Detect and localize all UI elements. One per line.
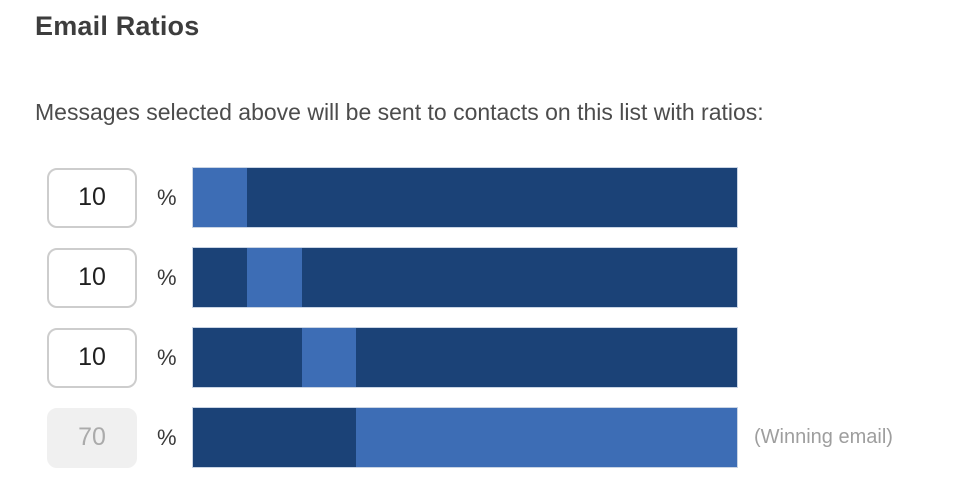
ratio-bar-segment-2 (247, 248, 302, 307)
percent-label-1: % (157, 184, 177, 210)
ratio-input-2[interactable] (47, 247, 137, 308)
ratio-bar-segment-1 (193, 168, 248, 227)
ratio-bar-segment-4 (356, 408, 737, 467)
ratio-bar-1 (192, 167, 738, 228)
ratio-row-1: % (47, 167, 975, 228)
ratio-bar-3 (192, 327, 738, 388)
percent-label-2: % (157, 264, 177, 290)
winning-ratio-input (47, 407, 137, 468)
ratio-bar-2 (192, 247, 738, 308)
winning-email-note: (Winning email) (754, 426, 893, 448)
ratio-row-2: % (47, 247, 975, 308)
ratio-rows: % % % % (Winning email) (47, 167, 975, 487)
section-description: Messages selected above will be sent to … (35, 99, 764, 125)
ratio-row-4: % (Winning email) (47, 407, 975, 468)
ratio-bar-4 (192, 407, 738, 468)
ratio-input-3[interactable] (47, 327, 137, 388)
percent-label-3: % (157, 344, 177, 370)
ratio-input-1[interactable] (47, 167, 137, 228)
ratio-row-3: % (47, 327, 975, 388)
ratio-bar-segment-3 (301, 328, 357, 387)
percent-label-4: % (157, 424, 177, 450)
page-title: Email Ratios (35, 11, 200, 41)
